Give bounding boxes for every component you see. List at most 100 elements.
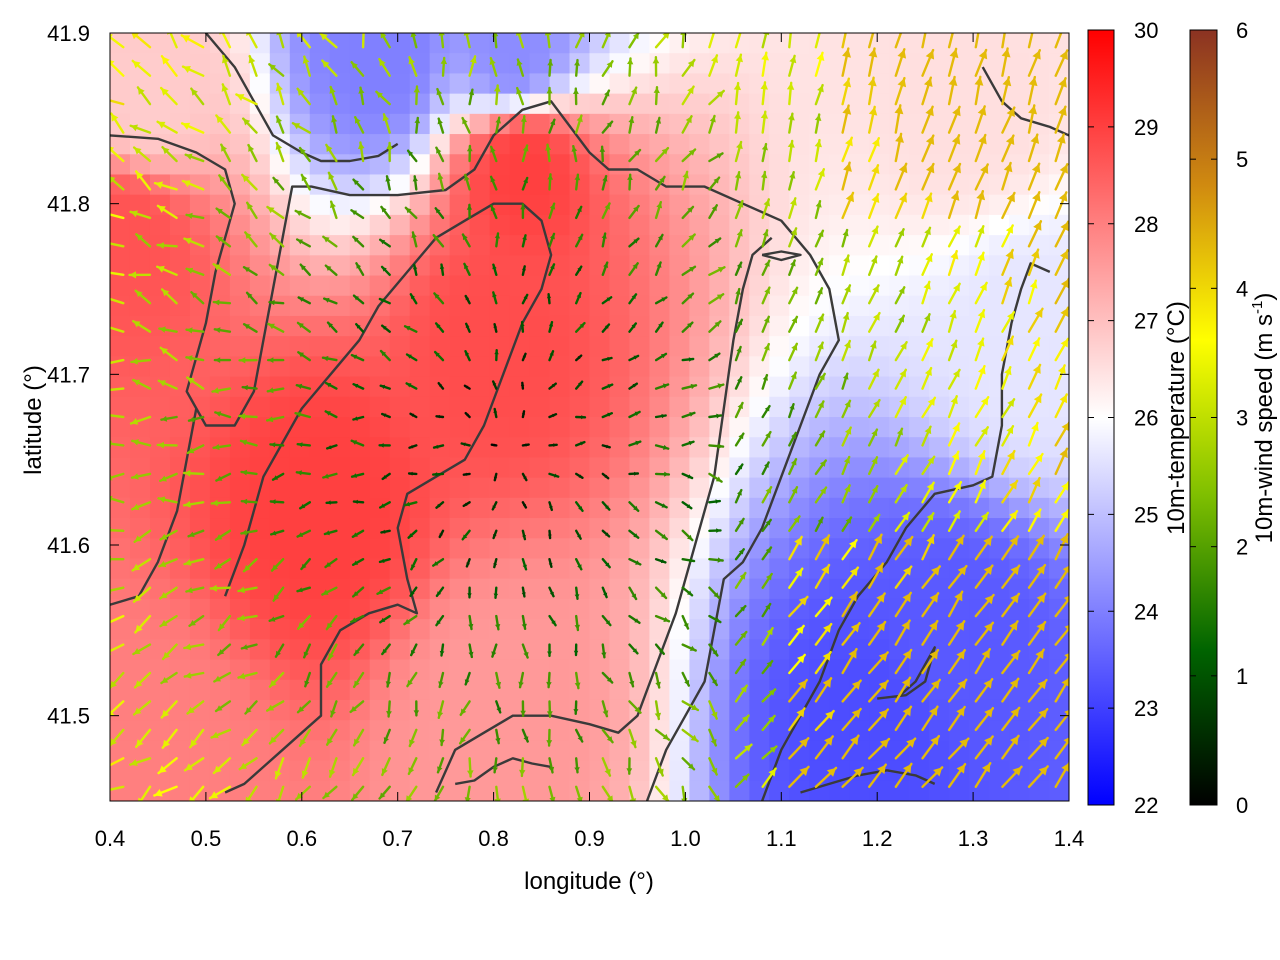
wind-arrow-head [377,589,384,594]
heatmap-cell [769,679,790,701]
heatmap-cell [229,558,251,580]
heatmap-cell [149,518,171,539]
heatmap-cell [329,255,351,277]
wind-arrow-head [323,791,330,798]
heatmap-cell [569,699,591,721]
heatmap-cell [229,336,251,357]
heatmap-cell [309,619,331,640]
wind-arrow-head [491,651,497,657]
heatmap-cell [769,780,790,801]
wind-arrow-head [740,685,747,693]
heatmap-cell [289,235,311,256]
heatmap-cell [649,113,671,135]
heatmap-cell [969,356,990,378]
heatmap-cell [689,740,710,762]
heatmap-cell [149,356,171,378]
heatmap-cell [629,760,651,782]
wind-arrow-head [573,88,579,94]
heatmap-cell [809,235,830,256]
wind-arrow-head [578,506,583,511]
wind-arrow-head [1061,482,1069,491]
wind-arrow-head [267,704,275,711]
heatmap-cell [349,336,371,357]
heatmap-cell [149,73,171,95]
wind-arrow-head [957,566,967,576]
wind-arrow-head [799,766,809,776]
heatmap-cell [549,214,571,236]
heatmap-cell [589,315,611,337]
wind-arrow-head [823,597,832,606]
heatmap-cell [229,457,251,479]
wind-arrow-head [354,680,360,687]
wind-arrow-head [1009,621,1018,631]
heatmap-cell [110,477,131,499]
wind-arrow-shaft [110,297,125,305]
wind-arrow-head [980,427,988,436]
wind-arrow-head [633,238,639,244]
heatmap-cell [569,417,591,438]
wind-arrow-head [740,606,746,612]
heatmap-cell [569,214,591,236]
heatmap-cell [569,174,591,196]
heatmap-cell [269,154,291,176]
heatmap-cell [489,417,511,438]
heatmap-cell [489,558,511,580]
heatmap-cell [969,518,990,539]
heatmap-cell [409,396,431,418]
heatmap-cell [809,437,830,459]
heatmap-cell [269,356,291,378]
heatmap-cell [529,33,551,54]
heatmap-cell [209,538,231,560]
wind-arrow-head [356,263,362,269]
heatmap-cell [389,639,411,661]
heatmap-cell [669,356,690,378]
wind-arrow-head [630,740,637,748]
heatmap-cell [269,93,291,115]
heatmap-cell [269,780,291,801]
heatmap-cell [509,699,531,721]
heatmap-cell [929,93,950,115]
wind-arrow-head [765,547,771,554]
wind-arrow-head [631,294,636,300]
heatmap-cell [229,639,251,661]
heatmap-cell [989,336,1010,357]
heatmap-cell [329,73,351,95]
wind-arrow-shaft [788,33,792,49]
heatmap-cell [949,578,970,600]
heatmap-cell [489,73,511,95]
wind-arrow-head [552,413,556,418]
wind-arrow-head [380,503,385,508]
heatmap-cell [749,154,770,176]
heatmap-cell [749,497,770,519]
wind-arrow-head [110,474,113,481]
wind-arrow-head [189,620,196,626]
heatmap-cell [689,336,710,357]
wind-arrow-head [191,88,198,96]
heatmap-cell [569,73,591,95]
heatmap-cell [609,538,631,560]
heatmap-cell [709,740,730,762]
heatmap-cell [789,275,810,297]
wind-arrow-head [602,710,609,717]
heatmap-cell [509,33,531,54]
heatmap-cell [209,598,231,620]
wind-arrow-shaft [110,497,125,504]
heatmap-cell [709,235,730,256]
heatmap-cell [989,639,1010,661]
heatmap-cell [449,518,471,539]
heatmap-cell [949,639,970,661]
heatmap-cell [629,598,651,620]
x-tick-label: 1.1 [766,826,797,851]
wind-arrow-head [188,531,195,538]
wind-arrow-head [606,444,610,449]
wind-arrow-head [413,265,418,270]
wind-arrow-head [631,593,637,599]
wind-arrow-head [849,540,857,549]
wind-arrow-head [523,736,529,742]
heatmap-cell [489,174,511,196]
wind-arrow-head [110,411,111,416]
wind-arrow-head [818,401,824,409]
wind-arrow-head [923,281,931,290]
heatmap-cell [589,275,611,297]
heatmap-cell [569,639,591,661]
